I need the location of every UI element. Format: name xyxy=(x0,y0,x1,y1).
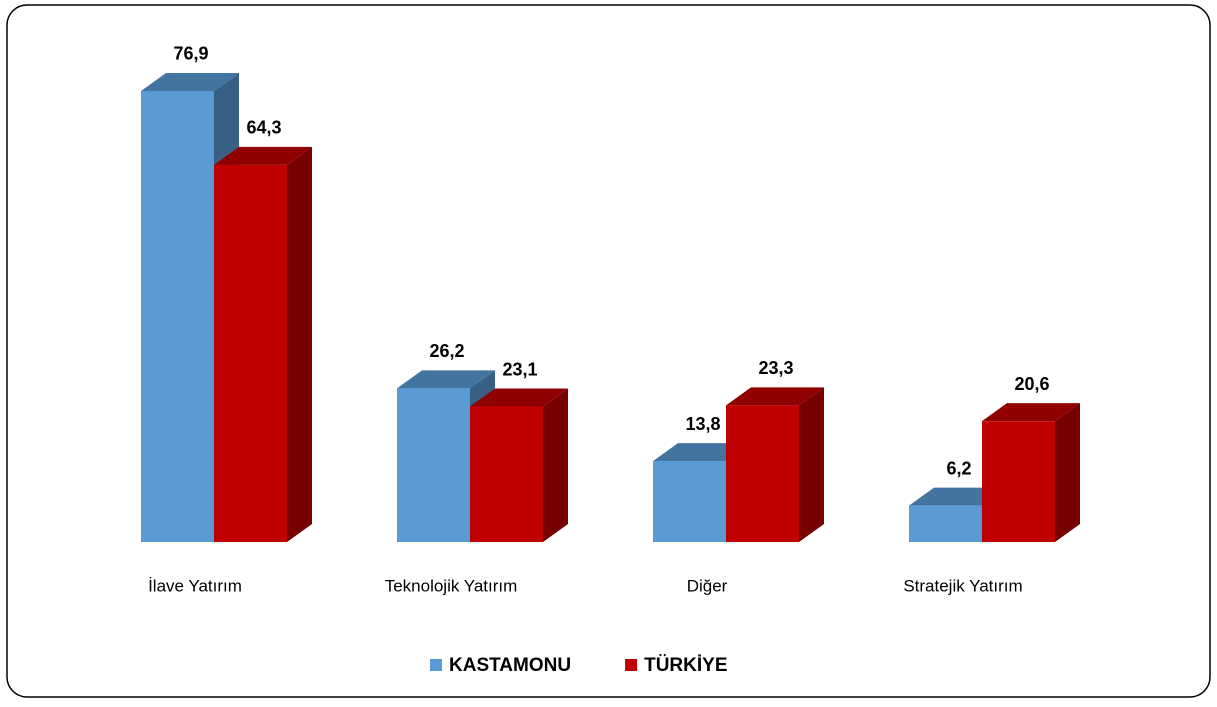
value-label: 13,8 xyxy=(685,414,720,434)
legend-label: KASTAMONU xyxy=(449,655,571,676)
value-label: 23,1 xyxy=(502,359,537,379)
value-label: 23,3 xyxy=(758,358,793,378)
value-label: 20,6 xyxy=(1014,374,1049,394)
legend-label: TÜRKİYE xyxy=(644,655,727,676)
bar-side xyxy=(287,146,312,542)
bar-top xyxy=(470,388,568,407)
legend-swatch xyxy=(625,659,638,671)
bar-side xyxy=(543,388,568,542)
bar-side xyxy=(1055,403,1080,542)
x-tick-label: Teknolojik Yatırım xyxy=(385,576,518,595)
value-label: 76,9 xyxy=(173,44,208,64)
x-tick-label: İlave Yatırım xyxy=(148,576,242,595)
legend-swatch xyxy=(430,659,442,671)
x-tick-label: Diğer xyxy=(687,576,728,595)
value-label: 64,3 xyxy=(246,118,281,138)
bar-side xyxy=(799,387,824,542)
bar xyxy=(470,388,568,542)
bar-front xyxy=(909,505,982,542)
bar-front xyxy=(982,421,1055,542)
bar xyxy=(726,387,824,542)
bar-top xyxy=(982,403,1080,422)
bar-front xyxy=(726,405,799,542)
bar-front xyxy=(397,388,470,542)
bar-front xyxy=(470,406,543,542)
value-label: 26,2 xyxy=(429,341,464,361)
bar-top xyxy=(214,146,312,165)
bar-front xyxy=(653,461,726,542)
value-label: 6,2 xyxy=(946,458,971,478)
x-tick-label: Stratejik Yatırım xyxy=(903,576,1022,595)
bar xyxy=(214,146,312,542)
bar xyxy=(982,403,1080,542)
bar-top xyxy=(141,72,239,91)
bar-top xyxy=(397,370,495,389)
bar-top xyxy=(726,387,824,406)
bar-front xyxy=(141,90,214,542)
bar-front xyxy=(214,164,287,542)
